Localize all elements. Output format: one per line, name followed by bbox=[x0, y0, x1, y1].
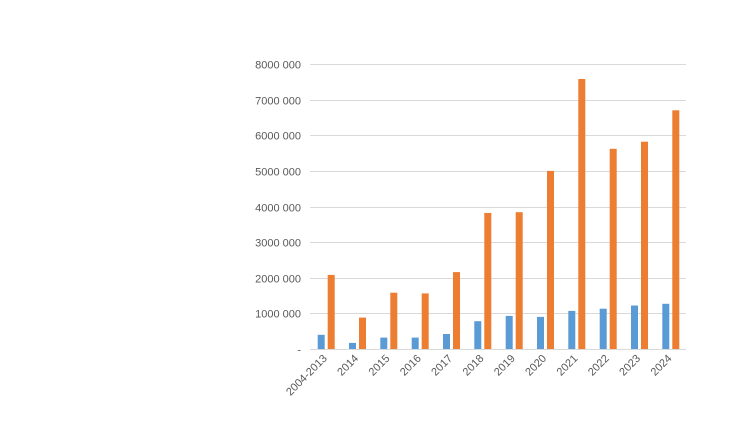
x-tick-label: 2022 bbox=[586, 353, 612, 379]
x-axis-ticks: 2004-2013 2014 2015 2016 2017 2018 2019 2020 202… bbox=[284, 353, 674, 399]
y-tick-label: - bbox=[297, 345, 301, 357]
bar-series1-2021 bbox=[568, 310, 576, 349]
x-tick-label: 2024 bbox=[649, 353, 675, 379]
bar-series1-2017 bbox=[443, 334, 450, 349]
bar-series2-2024 bbox=[672, 110, 680, 349]
y-tick-label: 3000 000 bbox=[255, 238, 301, 250]
x-tick-label: 2019 bbox=[492, 353, 518, 379]
bar-series2-2004-2013 bbox=[327, 274, 335, 349]
x-tick-label: 2021 bbox=[555, 353, 581, 379]
x-tick-label: 2018 bbox=[461, 353, 487, 379]
bar-series2-2023 bbox=[641, 141, 648, 349]
y-tick-label: 4000 000 bbox=[255, 203, 301, 215]
y-tick-label: 1000 000 bbox=[255, 309, 301, 321]
bar-series1-2023 bbox=[631, 305, 638, 349]
x-tick-label: 2023 bbox=[617, 353, 643, 379]
bar-series1-2020 bbox=[537, 316, 544, 349]
bar-series2-2019 bbox=[515, 212, 523, 349]
y-tick-label: 2000 000 bbox=[255, 274, 301, 286]
bar-series1-2016 bbox=[411, 337, 419, 349]
bar-series1-2024 bbox=[662, 303, 670, 349]
bar-series1-2019 bbox=[505, 315, 513, 349]
bar-series1-2018 bbox=[474, 321, 482, 349]
bar-series2-2014 bbox=[359, 317, 366, 349]
y-tick-label: 5000 000 bbox=[255, 167, 301, 179]
bar-series1-2022 bbox=[599, 308, 607, 349]
x-tick-label: 2016 bbox=[398, 353, 424, 379]
x-tick-label: 2004-2013 bbox=[284, 353, 330, 399]
bar-series2-2020 bbox=[547, 170, 554, 349]
bar-series1-2015 bbox=[380, 337, 388, 349]
x-tick-label: 2020 bbox=[523, 353, 549, 379]
x-tick-label: 2015 bbox=[367, 353, 393, 379]
bar-series2-2021 bbox=[578, 79, 586, 349]
bar-series2-2017 bbox=[453, 272, 460, 349]
gridlines bbox=[310, 64, 686, 350]
bar-series1-2014 bbox=[349, 342, 356, 349]
bar-series2-2018 bbox=[484, 212, 492, 349]
bar-series2-2022 bbox=[609, 148, 617, 349]
y-tick-label: 8000 000 bbox=[255, 60, 301, 72]
bar-series2-2016 bbox=[421, 293, 429, 349]
x-tick-label: 2017 bbox=[429, 353, 455, 379]
bars bbox=[317, 79, 680, 350]
y-tick-label: 6000 000 bbox=[255, 131, 301, 143]
bar-series1-2004-2013 bbox=[317, 334, 325, 350]
y-tick-label: 7000 000 bbox=[255, 96, 301, 108]
y-axis-ticks: - 1000 000 2000 000 3000 000 4000 000 5000 00… bbox=[255, 60, 301, 357]
x-tick-label: 2014 bbox=[335, 353, 361, 379]
bar-series2-2015 bbox=[390, 292, 398, 349]
